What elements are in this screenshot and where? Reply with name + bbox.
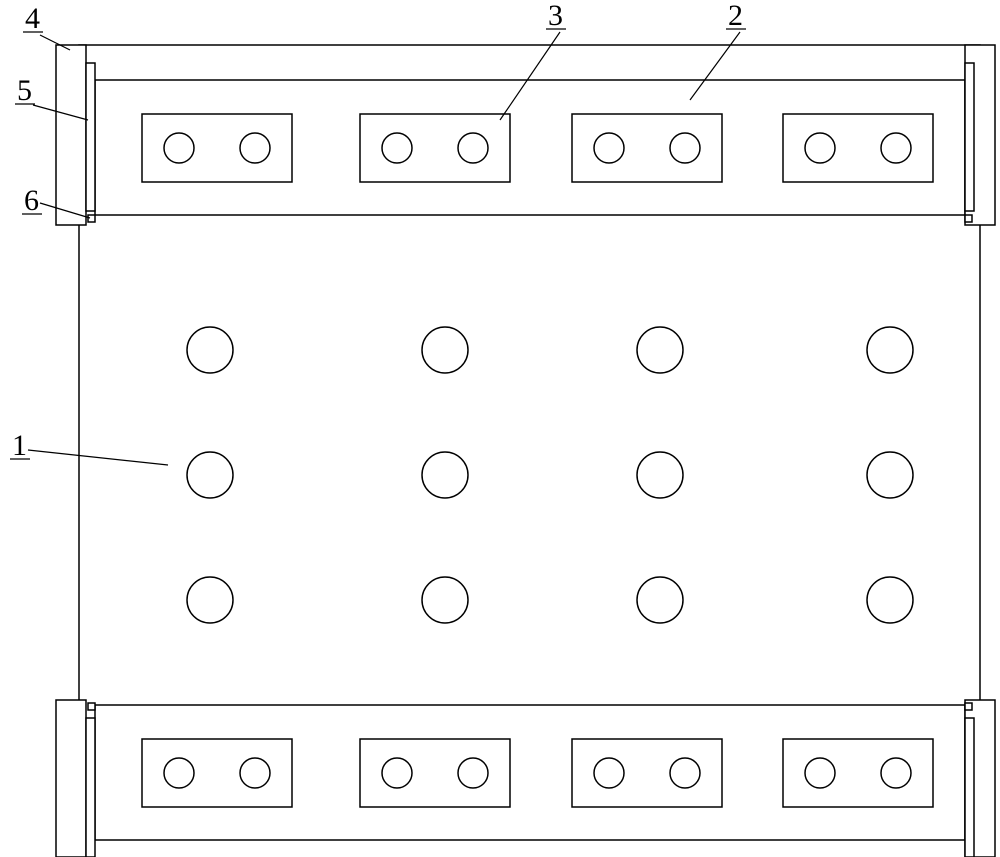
callout-6-label: 6 [24, 184, 39, 217]
callout-5-label: 5 [17, 74, 32, 107]
technical-drawing: 1 4 5 6 3 2 [0, 0, 1000, 857]
callout-1-label: 1 [12, 429, 27, 462]
canvas-bg [0, 0, 1000, 857]
bottom-left-tab-inner-slot [86, 718, 95, 857]
bottom-right-tab-notch [965, 703, 972, 710]
top-left-tab-notch [88, 215, 95, 222]
bottom-left-tab-outer [56, 700, 86, 857]
top-right-tab-notch [965, 215, 972, 222]
top-left-tab-outer [56, 45, 86, 225]
callout-2-label: 2 [728, 0, 743, 32]
bottom-left-tab-notch [88, 703, 95, 710]
bottom-right-tab-inner-slot [965, 718, 974, 857]
callout-4-label: 4 [25, 2, 40, 35]
callout-3-label: 3 [548, 0, 563, 32]
top-right-tab-inner-slot [965, 63, 974, 211]
top-left-tab-inner-slot [86, 63, 95, 211]
